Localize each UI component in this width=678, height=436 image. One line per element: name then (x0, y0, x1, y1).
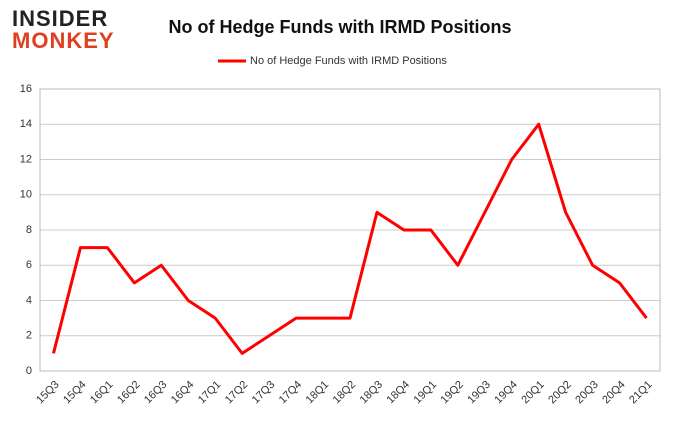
x-tick-label: 18Q3 (358, 379, 386, 407)
y-tick-label: 10 (20, 189, 32, 201)
x-tick-label: 16Q2 (115, 379, 143, 407)
legend-label: No of Hedge Funds with IRMD Positions (250, 55, 447, 67)
y-tick-label: 2 (26, 330, 32, 342)
y-tick-label: 14 (20, 118, 32, 130)
y-tick-label: 0 (26, 365, 32, 377)
x-tick-label: 20Q1 (519, 379, 547, 407)
line-series (52, 122, 648, 355)
x-tick-label: 20Q3 (573, 379, 601, 407)
x-tick-label: 18Q2 (331, 379, 359, 407)
x-tick-label: 15Q3 (34, 379, 62, 407)
y-tick-label: 6 (26, 259, 32, 271)
x-tick-label: 21Q1 (627, 379, 655, 407)
x-tick-label: 19Q1 (412, 379, 440, 407)
logo-line1: INSIDER (12, 6, 108, 31)
y-tick-label: 8 (26, 224, 32, 236)
plot-border (39, 88, 661, 372)
x-tick-label: 20Q4 (600, 379, 628, 407)
x-tick-label: 18Q1 (304, 379, 332, 407)
logo-line2: MONKEY (12, 28, 115, 53)
y-tick-label: 4 (26, 294, 32, 306)
x-tick-label: 20Q2 (546, 379, 574, 407)
y-tick-label: 12 (20, 153, 32, 165)
x-tick-label: 15Q4 (61, 379, 89, 407)
x-tick-label: 19Q4 (492, 379, 520, 407)
x-tick-label: 18Q4 (385, 379, 413, 407)
x-tick-label: 17Q1 (196, 379, 224, 407)
x-tick-label: 17Q3 (250, 379, 278, 407)
x-tick-label: 19Q2 (438, 379, 466, 407)
x-tick-label: 16Q3 (142, 379, 170, 407)
x-tick-label: 17Q4 (277, 379, 305, 407)
y-tick-label: 16 (20, 83, 32, 95)
x-tick-label: 16Q4 (169, 379, 197, 407)
x-tick-label: 19Q3 (465, 379, 493, 407)
x-tick-label: 16Q1 (88, 379, 116, 407)
x-tick-label: 17Q2 (223, 379, 251, 407)
chart-title: No of Hedge Funds with IRMD Positions (169, 17, 512, 37)
